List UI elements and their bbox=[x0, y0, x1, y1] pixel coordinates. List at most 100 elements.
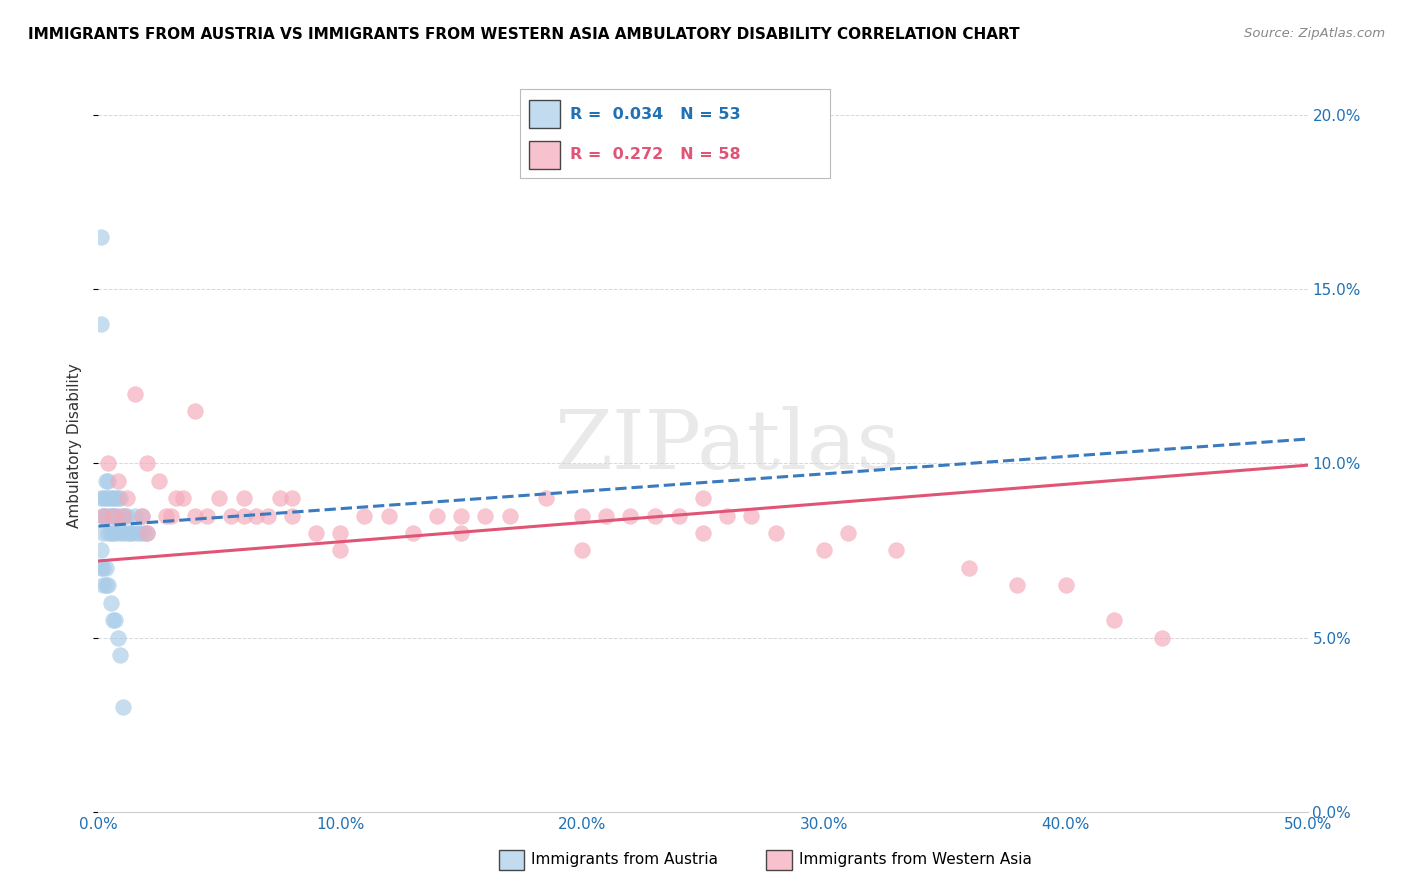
Point bbox=[134, 526, 156, 541]
Point bbox=[101, 508, 124, 523]
Text: Immigrants from Austria: Immigrants from Austria bbox=[531, 853, 718, 867]
Point bbox=[107, 474, 129, 488]
Point bbox=[534, 491, 557, 506]
Point bbox=[90, 317, 112, 331]
Point bbox=[94, 474, 117, 488]
Point bbox=[1102, 613, 1125, 627]
Point bbox=[97, 491, 120, 506]
Point bbox=[377, 508, 399, 523]
Point bbox=[740, 508, 762, 523]
Point bbox=[837, 526, 859, 541]
Point bbox=[94, 578, 117, 592]
Point bbox=[1007, 578, 1029, 592]
Point bbox=[97, 474, 120, 488]
Point bbox=[94, 491, 117, 506]
Point bbox=[329, 543, 352, 558]
Point bbox=[329, 526, 352, 541]
Point bbox=[957, 561, 980, 575]
Point bbox=[668, 508, 690, 523]
Point bbox=[90, 561, 112, 575]
Point bbox=[172, 491, 194, 506]
Text: IMMIGRANTS FROM AUSTRIA VS IMMIGRANTS FROM WESTERN ASIA AMBULATORY DISABILITY CO: IMMIGRANTS FROM AUSTRIA VS IMMIGRANTS FR… bbox=[28, 27, 1019, 42]
Text: R =  0.272   N = 58: R = 0.272 N = 58 bbox=[569, 147, 741, 161]
Point bbox=[155, 508, 177, 523]
Point bbox=[353, 508, 375, 523]
Point bbox=[644, 508, 666, 523]
Point bbox=[101, 491, 124, 506]
Point bbox=[571, 543, 593, 558]
Point bbox=[91, 491, 114, 506]
Text: Source: ZipAtlas.com: Source: ZipAtlas.com bbox=[1244, 27, 1385, 40]
Point bbox=[165, 491, 187, 506]
Point bbox=[91, 526, 114, 541]
Point bbox=[813, 543, 835, 558]
Point bbox=[100, 526, 122, 541]
Point bbox=[91, 508, 114, 523]
Point bbox=[221, 508, 243, 523]
Point bbox=[100, 596, 122, 610]
Text: R =  0.034   N = 53: R = 0.034 N = 53 bbox=[569, 107, 741, 121]
Point bbox=[131, 508, 153, 523]
Point bbox=[148, 474, 170, 488]
FancyBboxPatch shape bbox=[530, 141, 561, 169]
Text: ZIPatlas: ZIPatlas bbox=[554, 406, 900, 486]
Point bbox=[101, 613, 124, 627]
Point bbox=[107, 508, 129, 523]
Point bbox=[281, 508, 304, 523]
Point bbox=[498, 508, 520, 523]
Point bbox=[232, 491, 254, 506]
Point bbox=[128, 526, 150, 541]
Point bbox=[716, 508, 738, 523]
Point bbox=[97, 508, 120, 523]
Point bbox=[692, 491, 714, 506]
Point bbox=[131, 508, 153, 523]
Point bbox=[245, 508, 267, 523]
Point bbox=[100, 491, 122, 506]
Text: Immigrants from Western Asia: Immigrants from Western Asia bbox=[799, 853, 1032, 867]
Point bbox=[91, 561, 114, 575]
Point bbox=[97, 578, 120, 592]
Point bbox=[402, 526, 425, 541]
Point bbox=[108, 491, 131, 506]
Point bbox=[124, 508, 146, 523]
Point bbox=[426, 508, 449, 523]
Point bbox=[595, 508, 617, 523]
Point bbox=[107, 631, 129, 645]
Point bbox=[100, 508, 122, 523]
Point bbox=[135, 526, 157, 541]
Point bbox=[90, 543, 112, 558]
Point bbox=[195, 508, 218, 523]
Point bbox=[184, 404, 207, 418]
Point bbox=[91, 578, 114, 592]
Point bbox=[117, 491, 139, 506]
FancyBboxPatch shape bbox=[530, 100, 561, 128]
Point bbox=[90, 491, 112, 506]
Point bbox=[124, 386, 146, 401]
Point bbox=[97, 457, 120, 471]
Point bbox=[127, 526, 149, 541]
Point bbox=[232, 508, 254, 523]
Point bbox=[104, 613, 127, 627]
Point bbox=[108, 648, 131, 662]
Point bbox=[450, 508, 472, 523]
Point bbox=[765, 526, 787, 541]
Point bbox=[101, 508, 124, 523]
Point bbox=[107, 491, 129, 506]
Point bbox=[184, 508, 207, 523]
Point bbox=[450, 526, 472, 541]
Point bbox=[1152, 631, 1174, 645]
Point bbox=[94, 508, 117, 523]
Point bbox=[269, 491, 291, 506]
Point bbox=[256, 508, 278, 523]
Point bbox=[108, 526, 131, 541]
Point bbox=[281, 491, 304, 506]
Point bbox=[111, 700, 134, 714]
Point bbox=[121, 526, 143, 541]
Point bbox=[619, 508, 641, 523]
Point bbox=[474, 508, 496, 523]
Point bbox=[97, 526, 120, 541]
Point bbox=[111, 526, 134, 541]
Y-axis label: Ambulatory Disability: Ambulatory Disability bbox=[67, 364, 83, 528]
Point bbox=[305, 526, 328, 541]
Point bbox=[117, 508, 139, 523]
